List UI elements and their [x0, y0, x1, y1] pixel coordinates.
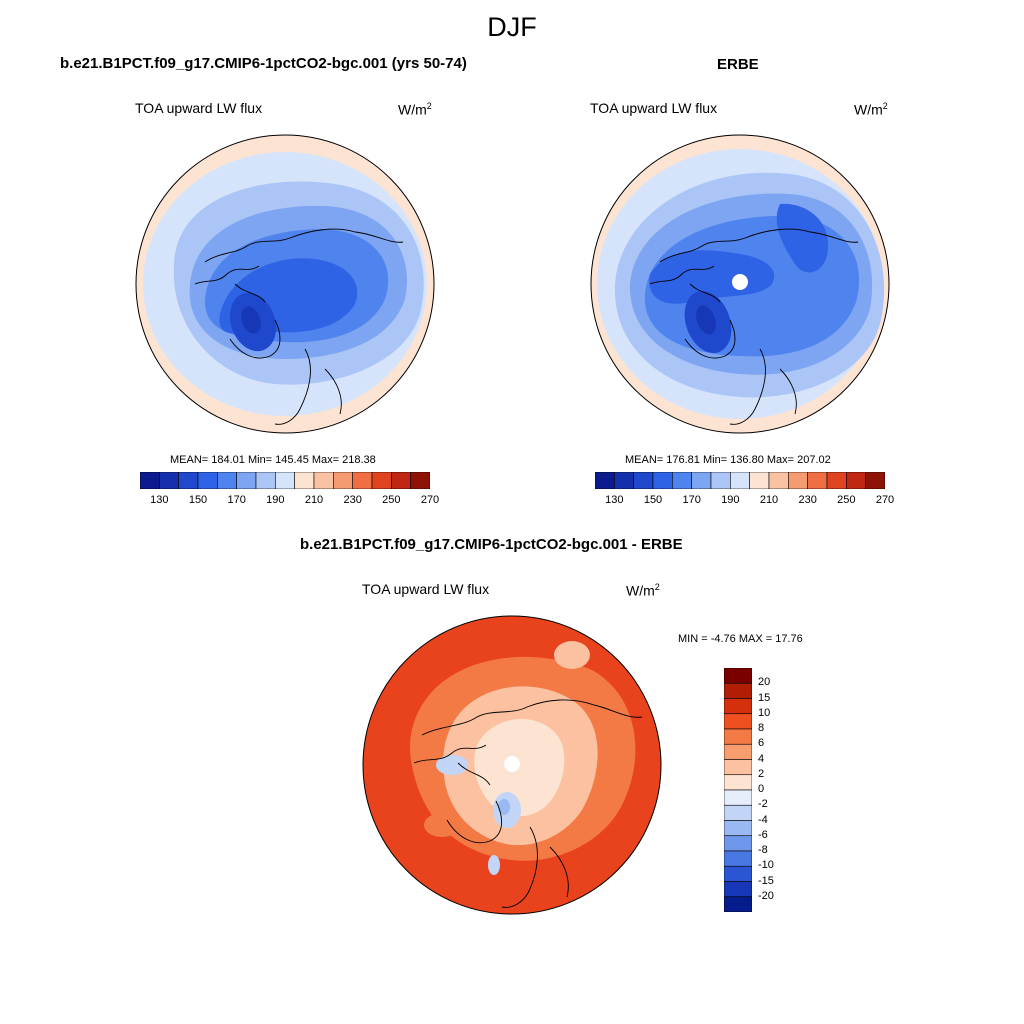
diff-colorbar-tick-label: 2	[758, 767, 765, 780]
model-colorbar-swatch	[236, 472, 257, 489]
diff-colorbar-tick-label: -15	[758, 874, 774, 887]
obs-colorbar-swatch	[652, 472, 673, 489]
diff-stats: MIN = -4.76 MAX = 17.76	[678, 633, 803, 645]
model-colorbar-swatch	[313, 472, 334, 489]
model-colorbar-tick-label: 170	[227, 494, 246, 506]
diff-colorbar-swatch	[724, 804, 752, 821]
obs-colorbar-tick-label: 230	[798, 494, 817, 506]
diff-colorbar-swatch	[724, 713, 752, 730]
diff-colorbar-tick-label: -6	[758, 828, 768, 841]
obs-colorbar-swatch	[691, 472, 712, 489]
diff-polar-map	[362, 615, 662, 915]
obs-colorbar-swatch	[826, 472, 847, 489]
model-colorbar-swatch	[275, 472, 295, 489]
obs-colorbar-swatch	[788, 472, 808, 489]
model-polar-map	[135, 134, 435, 434]
obs-panel-title: ERBE	[717, 56, 759, 73]
obs-stats: MEAN= 176.81 Min= 136.80 Max= 207.02	[625, 454, 831, 466]
diff-colorbar-tick-label: 6	[758, 737, 765, 750]
diff-colorbar-swatch	[724, 743, 752, 760]
diff-units: W/m2	[626, 582, 660, 599]
diff-panel-title: b.e21.B1PCT.f09_g17.CMIP6-1pctCO2-bgc.00…	[300, 536, 683, 553]
model-colorbar-swatch	[391, 472, 411, 489]
diff-colorbar-swatch	[724, 774, 752, 791]
obs-colorbar-swatch	[768, 472, 789, 489]
model-colorbar	[140, 472, 430, 489]
diff-colorbar-tick-label: -20	[758, 889, 774, 902]
diff-colorbar-swatch	[724, 682, 752, 699]
obs-colorbar-swatch	[710, 472, 731, 489]
diff-colorbar-swatch	[724, 850, 752, 867]
obs-colorbar-tick-label: 210	[759, 494, 779, 506]
obs-colorbar-swatch	[846, 472, 866, 489]
obs-colorbar-tick-label: 130	[605, 494, 624, 506]
model-colorbar-tick-label: 230	[343, 494, 362, 506]
diff-colorbar-tick-label: -4	[758, 813, 768, 826]
obs-colorbar-tick-label: 190	[721, 494, 740, 506]
obs-polar-map	[590, 134, 890, 434]
model-colorbar-swatch	[255, 472, 276, 489]
diff-colorbar-swatch	[724, 789, 752, 806]
model-field-label: TOA upward LW flux	[135, 100, 263, 116]
model-stats: MEAN= 184.01 Min= 145.45 Max= 218.38	[170, 454, 376, 466]
obs-colorbar-swatch	[595, 472, 615, 489]
model-colorbar-swatch	[217, 472, 237, 489]
diff-colorbar-swatch	[724, 881, 752, 898]
diff-field-label: TOA upward LW flux	[362, 581, 490, 597]
obs-colorbar-tick-label: 170	[682, 494, 701, 506]
diff-colorbar-tick-label: -8	[758, 844, 768, 856]
obs-colorbar	[595, 472, 885, 489]
obs-colorbar-tick-label: 250	[837, 494, 856, 506]
model-colorbar-tick-label: 250	[382, 494, 401, 506]
diff-colorbar-swatch	[724, 668, 752, 684]
diff-colorbar-swatch	[724, 759, 752, 776]
model-colorbar-tick-label: 130	[150, 494, 169, 506]
diff-colorbar-tick-label: 15	[758, 691, 771, 704]
model-colorbar-swatch	[410, 472, 430, 489]
obs-colorbar-tick-label: 150	[643, 494, 663, 506]
diff-colorbar-swatch	[724, 728, 752, 745]
model-panel-title: b.e21.B1PCT.f09_g17.CMIP6-1pctCO2-bgc.00…	[60, 55, 467, 72]
model-colorbar-tick-label: 190	[266, 494, 285, 506]
diff-colorbar-tick-label: 0	[758, 783, 765, 795]
diff-colorbar-tick-label: 8	[758, 722, 765, 734]
model-colorbar-tick-label: 210	[304, 494, 324, 506]
model-colorbar-swatch	[333, 472, 353, 489]
obs-colorbar-swatch	[749, 472, 770, 489]
diff-colorbar-tick-label: 10	[758, 706, 771, 719]
diff-colorbar-swatch	[724, 896, 752, 912]
diff-colorbar-swatch	[724, 835, 752, 852]
diff-colorbar-swatch	[724, 698, 752, 715]
diff-colorbar-tick-label: -10	[758, 859, 774, 872]
diff-colorbar-swatch	[724, 820, 752, 837]
figure-title: DJF	[487, 12, 537, 42]
diff-colorbar-tick-label: -2	[758, 798, 768, 811]
model-colorbar-swatch	[159, 472, 179, 489]
model-colorbar-swatch	[197, 472, 218, 489]
obs-colorbar-swatch	[807, 472, 828, 489]
model-colorbar-swatch	[371, 472, 392, 489]
model-colorbar-tick-label: 150	[188, 494, 208, 506]
obs-colorbar-swatch	[614, 472, 634, 489]
diff-colorbar-tick-label: 4	[758, 752, 765, 765]
obs-field-label: TOA upward LW flux	[590, 100, 718, 116]
obs-colorbar-tick-label: 270	[875, 494, 895, 506]
diff-colorbar-swatch	[724, 865, 752, 882]
model-colorbar-swatch	[352, 472, 373, 489]
model-units: W/m2	[398, 101, 432, 118]
obs-units: W/m2	[854, 101, 888, 118]
model-colorbar-swatch	[140, 472, 160, 489]
diff-colorbar	[724, 668, 752, 912]
obs-colorbar-swatch	[865, 472, 885, 489]
model-colorbar-swatch	[294, 472, 315, 489]
diff-colorbar-tick-label: 20	[758, 676, 771, 689]
obs-colorbar-swatch	[730, 472, 750, 489]
obs-colorbar-swatch	[672, 472, 692, 489]
model-colorbar-swatch	[178, 472, 199, 489]
obs-colorbar-swatch	[633, 472, 654, 489]
model-colorbar-tick-label: 270	[420, 494, 440, 506]
